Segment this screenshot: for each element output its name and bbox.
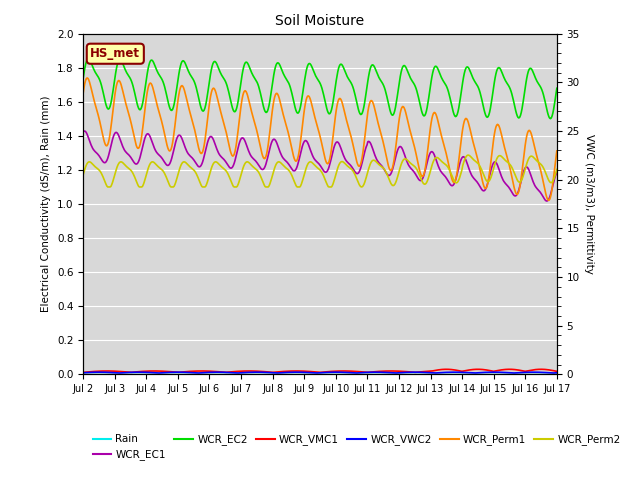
- Line: WCR_VWC2: WCR_VWC2: [83, 372, 557, 373]
- WCR_Perm1: [164, 145, 172, 151]
- WCR_EC2: [85, 56, 93, 61]
- WCR_EC2: [553, 85, 561, 91]
- Y-axis label: Electrical Conductivity (dS/m), Rain (mm): Electrical Conductivity (dS/m), Rain (mm…: [42, 96, 51, 312]
- Rain: [79, 372, 87, 377]
- WCR_VWC2: [174, 369, 182, 375]
- WCR_VWC2: [397, 370, 405, 375]
- WCR_VMC1: [294, 368, 301, 374]
- Rain: [436, 372, 444, 377]
- WCR_EC2: [359, 108, 367, 113]
- WCR_Perm2: [164, 178, 172, 184]
- WCR_Perm1: [396, 110, 404, 116]
- Y-axis label: VWC (m3/m3), Permittivity: VWC (m3/m3), Permittivity: [584, 134, 594, 274]
- WCR_EC1: [164, 163, 172, 168]
- Line: WCR_Perm1: WCR_Perm1: [83, 78, 557, 200]
- WCR_Perm1: [79, 90, 87, 96]
- WCR_EC2: [547, 116, 554, 121]
- WCR_Perm2: [294, 184, 302, 190]
- WCR_Perm1: [83, 75, 91, 81]
- WCR_Perm1: [294, 153, 302, 159]
- Line: WCR_VMC1: WCR_VMC1: [83, 369, 557, 372]
- WCR_VWC2: [194, 370, 202, 376]
- Line: WCR_EC2: WCR_EC2: [83, 59, 557, 119]
- WCR_EC2: [79, 75, 87, 81]
- WCR_Perm2: [465, 152, 472, 158]
- WCR_VMC1: [396, 368, 403, 374]
- Rain: [358, 372, 366, 377]
- Text: HS_met: HS_met: [90, 47, 140, 60]
- WCR_Perm2: [359, 183, 367, 189]
- WCR_EC1: [396, 144, 404, 149]
- WCR_EC2: [294, 110, 302, 116]
- WCR_VWC2: [163, 370, 171, 375]
- WCR_VWC2: [360, 370, 368, 375]
- WCR_EC2: [396, 74, 404, 80]
- WCR_VMC1: [201, 368, 209, 374]
- WCR_VMC1: [553, 369, 561, 374]
- WCR_Perm1: [436, 130, 444, 135]
- WCR_EC1: [202, 147, 209, 153]
- WCR_VWC2: [203, 370, 211, 375]
- Title: Soil Moisture: Soil Moisture: [275, 14, 365, 28]
- WCR_VWC2: [553, 370, 561, 376]
- Rain: [201, 372, 209, 377]
- WCR_Perm2: [436, 157, 444, 163]
- Rain: [396, 372, 403, 377]
- WCR_Perm1: [202, 132, 209, 137]
- WCR_EC2: [164, 98, 172, 104]
- WCR_EC1: [81, 128, 88, 134]
- WCR_Perm2: [104, 184, 111, 190]
- WCR_EC1: [79, 129, 87, 135]
- WCR_EC1: [436, 168, 444, 174]
- WCR_Perm2: [79, 172, 87, 178]
- Rain: [294, 372, 301, 377]
- Line: WCR_EC1: WCR_EC1: [83, 131, 557, 201]
- WCR_Perm1: [545, 197, 553, 203]
- WCR_EC2: [202, 102, 209, 108]
- WCR_VMC1: [358, 369, 366, 375]
- WCR_Perm1: [553, 148, 561, 154]
- WCR_VWC2: [79, 370, 87, 376]
- WCR_Perm2: [553, 167, 561, 172]
- WCR_Perm2: [202, 183, 209, 189]
- WCR_EC1: [294, 160, 302, 166]
- WCR_VMC1: [79, 370, 87, 375]
- WCR_EC2: [436, 72, 444, 78]
- WCR_Perm1: [359, 148, 367, 154]
- Rain: [553, 372, 561, 377]
- Rain: [163, 372, 171, 377]
- WCR_VWC2: [438, 370, 445, 375]
- WCR_Perm2: [396, 165, 404, 170]
- WCR_VMC1: [436, 367, 444, 372]
- WCR_VMC1: [537, 366, 545, 372]
- WCR_EC1: [553, 170, 561, 176]
- WCR_EC1: [543, 198, 550, 204]
- Legend: Rain, WCR_EC1, WCR_EC2, WCR_VMC1, WCR_VWC2, WCR_Perm1, WCR_Perm2: Rain, WCR_EC1, WCR_EC2, WCR_VMC1, WCR_VW…: [88, 430, 625, 465]
- WCR_VMC1: [163, 369, 171, 374]
- Line: WCR_Perm2: WCR_Perm2: [83, 155, 557, 187]
- WCR_EC1: [359, 156, 367, 162]
- WCR_VWC2: [295, 369, 303, 375]
